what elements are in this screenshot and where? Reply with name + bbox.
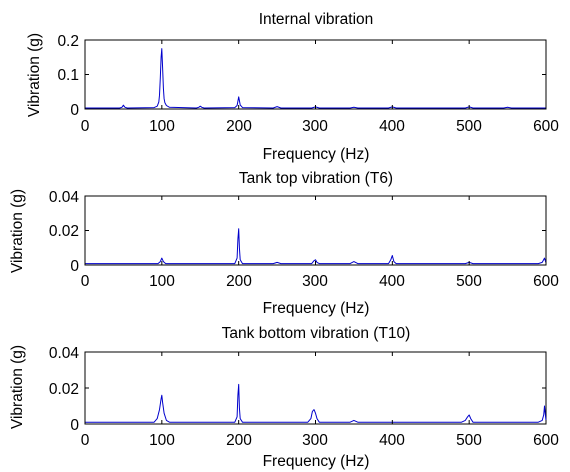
panel-1-axes xyxy=(84,39,547,110)
panel-3-ytick-label-1: 0.02 xyxy=(49,381,79,398)
panel-2-xtick-label-4: 400 xyxy=(379,273,405,290)
panel-3-series-line-0 xyxy=(85,383,547,423)
panel-1-xtick-label-3: 300 xyxy=(302,118,328,135)
panel-1-x-tick-labels: 0 100 200 300 400 500 600 xyxy=(81,118,560,135)
panel-2-series xyxy=(85,228,547,265)
panel-1-series-line-0 xyxy=(85,48,546,109)
panel-3-ytick-label-2: 0.04 xyxy=(49,345,80,362)
panel-3-xtick-label-2: 200 xyxy=(226,432,252,449)
panel-3-xtick-label-1: 100 xyxy=(149,432,175,449)
panel-tank-bottom-vibration: Tank bottom vibration (T10) 0 0.02 0.04 … xyxy=(9,325,559,470)
panel-3-xtick-label-0: 0 xyxy=(81,432,90,449)
panel-2-ytick-label-0: 0 xyxy=(70,258,79,275)
panel-2-title: Tank top vibration (T6) xyxy=(239,170,393,187)
panel-3-x-axis-label: Frequency (Hz) xyxy=(263,453,370,470)
panel-1-series xyxy=(85,48,546,109)
panel-2-xtick-label-3: 300 xyxy=(302,273,328,290)
panel-3-x-tick-labels: 0 100 200 300 400 500 600 xyxy=(81,432,560,449)
panel-3-xtick-label-3: 300 xyxy=(302,432,328,449)
panel-3-xtick-label-6: 600 xyxy=(533,432,559,449)
panel-1-ytick-label-0: 0 xyxy=(70,102,79,119)
panel-2-xtick-label-6: 600 xyxy=(533,273,559,290)
panel-2-ytick-label-2: 0.04 xyxy=(49,189,80,206)
panel-3-title: Tank bottom vibration (T10) xyxy=(222,325,411,342)
panel-1-y-tick-labels: 0 0.1 0.2 xyxy=(57,33,79,119)
panel-2-x-axis-label: Frequency (Hz) xyxy=(263,300,370,317)
panel-1-ticks xyxy=(84,39,547,110)
panel-2-x-tick-labels: 0 100 200 300 400 500 600 xyxy=(81,273,560,290)
panel-2-xtick-label-5: 500 xyxy=(456,273,482,290)
panel-1-x-axis-label: Frequency (Hz) xyxy=(263,146,370,163)
panel-1-title: Internal vibration xyxy=(259,11,374,28)
panel-2-axes xyxy=(84,195,547,266)
panel-2-xtick-label-2: 200 xyxy=(226,273,252,290)
panel-3-series xyxy=(85,383,547,423)
panel-1-xtick-label-6: 600 xyxy=(533,118,559,135)
panel-1-ytick-label-1: 0.1 xyxy=(57,67,79,84)
panel-3-xtick-label-4: 400 xyxy=(379,432,405,449)
panel-1-xtick-label-2: 200 xyxy=(226,118,252,135)
panel-2-series-line-0 xyxy=(85,228,547,265)
panel-1-xtick-label-4: 400 xyxy=(379,118,405,135)
panel-2-xtick-label-1: 100 xyxy=(149,273,175,290)
panel-3-y-axis-label: Vibration (g) xyxy=(9,345,26,429)
panel-1-xtick-label-1: 100 xyxy=(149,118,175,135)
panel-1-xtick-label-0: 0 xyxy=(81,118,90,135)
panel-1-y-axis-label: Vibration (g) xyxy=(26,33,43,117)
panel-tank-top-vibration: Tank top vibration (T6) 0 0.02 0.04 0 10… xyxy=(9,170,559,317)
panel-2-y-axis-label: Vibration (g) xyxy=(9,189,26,273)
panel-internal-vibration: Internal vibration 0 0.1 0.2 0 100 200 3… xyxy=(26,11,559,163)
panel-3-ticks xyxy=(84,351,547,425)
panel-3-y-tick-labels: 0 0.02 0.04 xyxy=(49,345,80,434)
panel-2-xtick-label-0: 0 xyxy=(81,273,90,290)
panel-3-xtick-label-5: 500 xyxy=(456,432,482,449)
panel-1-xtick-label-5: 500 xyxy=(456,118,482,135)
panel-2-ticks xyxy=(84,195,547,266)
panel-2-ytick-label-1: 0.02 xyxy=(49,223,79,240)
panel-1-ytick-label-2: 0.2 xyxy=(57,33,79,50)
panel-2-y-tick-labels: 0 0.02 0.04 xyxy=(49,189,80,275)
panel-3-ytick-label-0: 0 xyxy=(70,417,79,434)
